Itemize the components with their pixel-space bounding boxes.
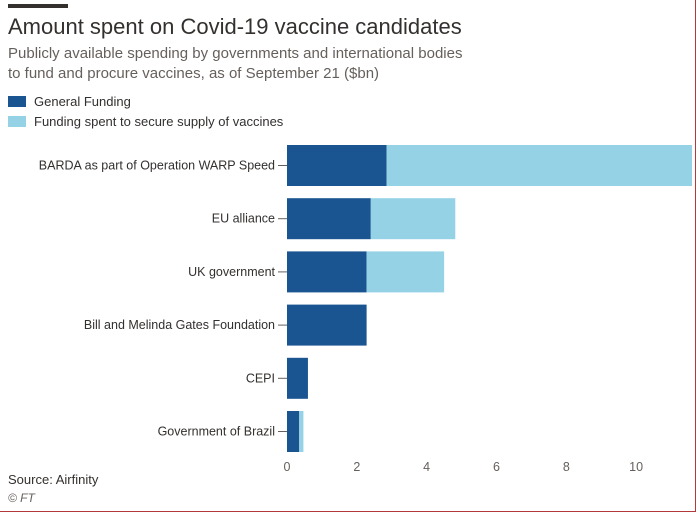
category-label-2: UK government: [188, 265, 275, 279]
bar-supply-0: [386, 145, 692, 186]
category-label-0: BARDA as part of Operation WARP Speed: [39, 159, 275, 173]
category-label-5: Government of Brazil: [158, 425, 275, 439]
bar-supply-1: [370, 198, 456, 240]
legend-swatch-supply-funding: [8, 116, 26, 127]
chart-title: Amount spent on Covid-19 vaccine candida…: [8, 14, 462, 39]
legend-swatch-general-funding: [8, 96, 26, 107]
legend-label-supply-funding: Funding spent to secure supply of vaccin…: [34, 114, 284, 129]
category-label-3: Bill and Melinda Gates Foundation: [84, 318, 275, 332]
category-label-1: EU alliance: [212, 212, 275, 226]
bar-general-0: [287, 145, 387, 186]
bar-general-3: [287, 304, 367, 346]
x-tick-label-3: 6: [493, 460, 500, 474]
bar-group: [287, 145, 692, 452]
category-label-4: CEPI: [246, 371, 275, 385]
bar-general-4: [287, 357, 308, 399]
bar-general-5: [287, 411, 300, 452]
source-note: Source: Airfinity: [8, 472, 99, 487]
ft-credit: © FT: [8, 491, 35, 505]
x-tick-label-5: 10: [629, 460, 643, 474]
x-tick-label-1: 2: [353, 460, 360, 474]
legend-item-general-funding: General Funding: [8, 94, 131, 109]
x-axis-ticks: 0 2 4 6 8 10: [284, 460, 644, 474]
legend-item-supply-funding: Funding spent to secure supply of vaccin…: [8, 114, 283, 129]
bar-supply-5: [299, 411, 304, 452]
bar-supply-2: [366, 251, 445, 293]
x-tick-label-0: 0: [284, 460, 291, 474]
category-labels: BARDA as part of Operation WARP Speed EU …: [39, 159, 287, 439]
title-rule: [8, 4, 68, 8]
x-tick-label-2: 4: [423, 460, 430, 474]
chart-subtitle: Publicly available spending by governmen…: [8, 45, 463, 82]
bar-general-1: [287, 198, 371, 240]
bar-general-2: [287, 251, 367, 293]
legend-label-general-funding: General Funding: [34, 94, 131, 109]
x-tick-label-4: 8: [563, 460, 570, 474]
